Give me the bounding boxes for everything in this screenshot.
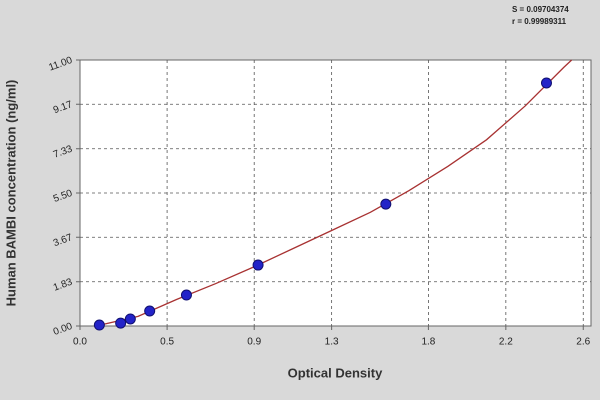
x-tick-label: 0.0 — [73, 337, 87, 348]
x-tick-label: 0.9 — [247, 337, 261, 348]
stat-s: S = 0.09704374 — [512, 5, 569, 14]
y-tick-label: 7.33 — [52, 144, 74, 161]
y-tick-label: 11.00 — [47, 55, 74, 74]
stat-r: r = 0.99989311 — [512, 17, 567, 26]
data-point — [124, 313, 136, 325]
x-tick-label: 1.8 — [421, 337, 435, 348]
y-tick-label: 0.00 — [52, 321, 74, 338]
y-tick-label: 3.67 — [52, 232, 74, 249]
x-axis-label: Optical Density — [288, 365, 383, 380]
x-tick-label: 2.6 — [576, 337, 590, 348]
data-point — [93, 319, 105, 331]
data-point — [380, 198, 392, 210]
y-axis-label: Human BAMBI concentration (ng/ml) — [3, 80, 18, 307]
data-point — [144, 305, 156, 317]
data-point — [180, 289, 192, 301]
data-point — [540, 77, 552, 89]
y-tick-label: 1.83 — [52, 277, 74, 294]
y-tick-label: 9.17 — [52, 99, 74, 116]
data-point — [252, 259, 264, 271]
y-tick-label: 5.50 — [52, 188, 74, 205]
x-tick-label: 2.2 — [499, 337, 513, 348]
x-tick-label: 1.3 — [325, 337, 339, 348]
data-point — [115, 317, 127, 329]
x-tick-label: 0.5 — [160, 337, 174, 348]
